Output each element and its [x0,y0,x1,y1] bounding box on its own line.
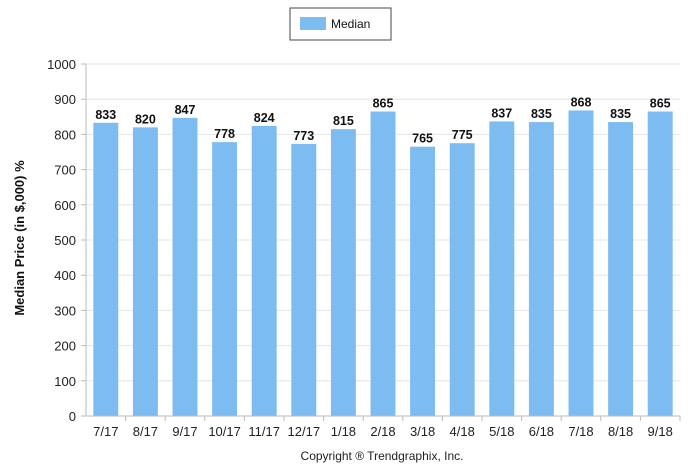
y-axis-title: Median Price (in $,000) % [12,160,27,316]
bar [449,143,475,416]
bar [528,122,554,416]
bar [291,143,317,417]
y-tick-label: 1000 [47,57,76,72]
copyright-text: Copyright ® Trendgraphix, Inc. [301,449,464,463]
data-label: 815 [333,114,354,128]
legend-swatch [300,17,326,30]
x-axis-ticks: 7/17 8/17 9/17 10/17 11/17 12/17 1/18 2/18 3/18 4… [93,416,681,439]
y-tick-label: 400 [54,268,76,283]
x-tick-label: 8/17 [133,424,158,439]
data-label: 847 [175,103,196,117]
x-tick-label: 5/18 [489,424,514,439]
data-label: 868 [571,95,592,109]
legend: Median [289,7,392,41]
bar [568,110,594,417]
y-tick-label: 0 [69,409,76,424]
bar [608,122,634,416]
y-tick-label: 900 [54,92,76,107]
x-tick-label: 4/18 [450,424,475,439]
x-tick-label: 8/18 [608,424,633,439]
bar [370,111,396,417]
bars [93,110,673,417]
legend-label: Median [331,17,370,31]
x-tick-label: 11/17 [248,424,280,439]
bar [330,129,356,416]
data-label: 778 [214,127,235,141]
data-label: 820 [135,112,156,126]
data-labels: 833 820 847 778 824 773 815 865 765 775 837 835 868 8… [95,95,670,145]
y-axis-ticks: 0 100 200 300 400 500 600 700 800 900 1000 [47,57,86,424]
y-tick-label: 700 [54,163,76,178]
bar [132,127,158,417]
bar [489,121,515,416]
x-tick-label: 1/18 [331,424,356,439]
data-label: 837 [491,106,512,120]
bar [410,146,436,416]
y-tick-label: 500 [54,233,76,248]
data-label: 865 [373,97,394,111]
bar [212,142,238,417]
x-tick-label: 6/18 [529,424,554,439]
x-tick-label: 2/18 [370,424,395,439]
data-label: 833 [95,108,116,122]
bar [251,125,277,417]
x-tick-label: 9/17 [172,424,197,439]
data-label: 835 [531,107,552,121]
data-label: 835 [610,107,631,121]
x-tick-label: 3/18 [410,424,435,439]
x-tick-label: 12/17 [288,424,321,439]
bar [647,111,673,417]
x-tick-label: 9/18 [648,424,673,439]
data-label: 775 [452,128,473,142]
data-label: 824 [254,111,275,125]
y-tick-label: 800 [54,127,76,142]
x-tick-label: 7/18 [568,424,593,439]
x-tick-label: 10/17 [208,424,241,439]
bar [93,122,119,416]
y-tick-label: 200 [54,339,76,354]
bar [172,117,198,416]
x-tick-label: 7/17 [93,424,118,439]
y-tick-label: 600 [54,198,76,213]
data-label: 865 [650,97,671,111]
y-tick-label: 300 [54,303,76,318]
data-label: 773 [293,129,314,143]
y-tick-label: 100 [54,374,76,389]
data-label: 765 [412,132,433,146]
